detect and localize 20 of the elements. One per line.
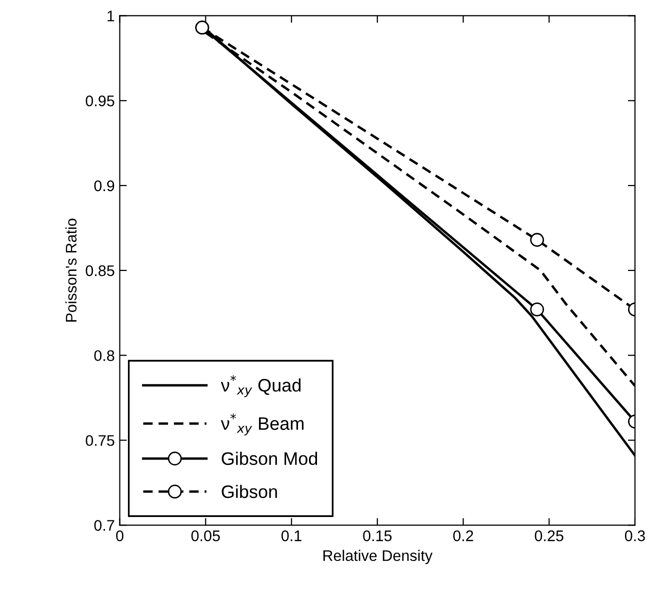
y-tick-label: 0.95 <box>86 96 114 106</box>
y-tick-label: 0.85 <box>86 265 114 276</box>
legend-label: ν$^{*}$$_{xy}$ Quad <box>220 375 301 398</box>
y-tick-label: 1 <box>108 10 114 22</box>
legend-label: Gibson <box>222 484 277 498</box>
x-tick-label: 0.1 <box>281 530 302 542</box>
legend-label: Gibson Mod <box>222 452 318 466</box>
y-tick-label: 0.9 <box>94 180 114 192</box>
x-axis-title: Relative Density <box>323 550 433 564</box>
x-tick-label: 0.05 <box>191 530 220 542</box>
y-tick-label: 0.75 <box>86 435 114 446</box>
x-tick-label: 0.15 <box>363 530 392 542</box>
x-tick-label: 0 <box>116 530 124 542</box>
y-tick-label: 0.8 <box>94 350 114 362</box>
y-axis-title: Poisson's Ratio <box>65 218 77 322</box>
x-tick-label: 0.2 <box>453 530 474 542</box>
x-tick-label: 0.25 <box>534 530 564 542</box>
legend-label: ν$^{*}$$_{xy}$ Beam <box>220 413 304 436</box>
x-tick-label: 0.3 <box>624 530 645 542</box>
y-tick-label: 0.7 <box>94 520 114 531</box>
